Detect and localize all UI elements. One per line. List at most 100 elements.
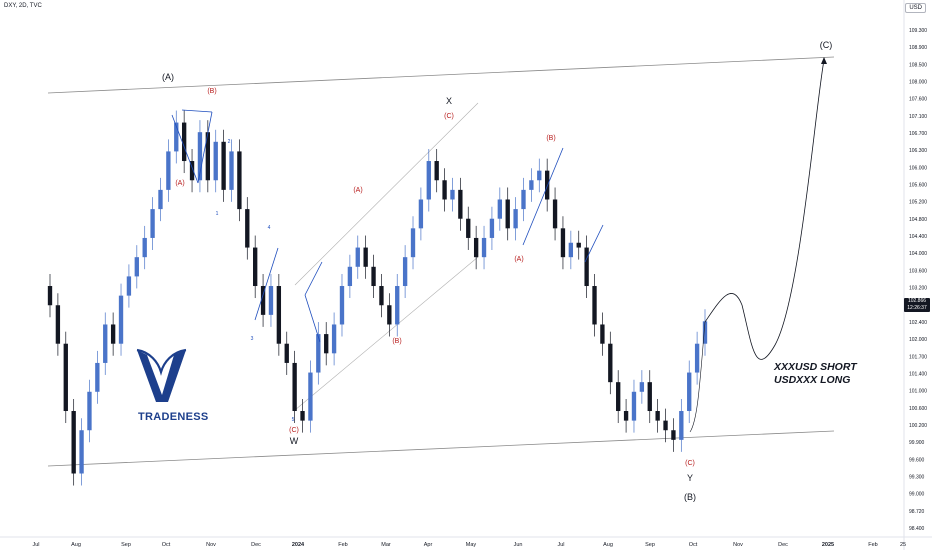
- candle-body: [347, 266, 353, 287]
- x-tick-label: Jun: [514, 542, 523, 548]
- candle-body: [126, 276, 132, 296]
- y-tick-label: 100.200: [909, 423, 927, 429]
- current-price-tag: 102.866 12:26:37: [904, 298, 930, 312]
- y-tick-label: 108.000: [909, 80, 927, 86]
- candle-body: [276, 286, 282, 344]
- candle-body: [410, 228, 416, 258]
- wave-label: (B): [684, 492, 696, 502]
- wave-label: (A): [353, 187, 362, 194]
- y-tick-label: 98.400: [909, 526, 925, 532]
- wave-line: [254, 247, 279, 321]
- candle-body: [47, 286, 53, 306]
- candle-body: [442, 180, 447, 200]
- y-tick-label: 103.200: [909, 286, 927, 292]
- candle-body: [631, 391, 637, 421]
- x-tick-label: Oct: [689, 542, 698, 548]
- y-tick-label: 103.600: [909, 268, 927, 274]
- wave-line: [584, 224, 604, 263]
- candle-body: [552, 199, 558, 229]
- y-tick-label: 106.000: [909, 165, 927, 171]
- candle-body: [363, 247, 368, 267]
- logo-mark: [136, 348, 187, 402]
- candle-body: [237, 151, 242, 210]
- candle-body: [560, 228, 566, 258]
- candle-body: [308, 372, 313, 421]
- candle-body: [497, 199, 502, 219]
- x-tick-label: 2024: [292, 542, 305, 548]
- inner-channel-lower: [294, 256, 479, 411]
- x-tick-label: 2025: [822, 542, 834, 548]
- candle-body: [253, 247, 258, 287]
- x-tick-label: Feb: [868, 542, 877, 548]
- projection-arrowhead: [821, 57, 827, 64]
- candle-body: [87, 391, 92, 431]
- candle-body: [505, 199, 510, 229]
- x-tick-label: Dec: [778, 542, 788, 548]
- x-tick-label: May: [466, 542, 477, 548]
- candle-body: [95, 362, 100, 392]
- candle-body: [600, 324, 605, 344]
- candle-body: [608, 343, 613, 383]
- candle-body: [71, 411, 76, 474]
- candle-body: [197, 132, 203, 181]
- candle-body: [292, 362, 297, 412]
- y-tick-label: 106.300: [909, 148, 927, 154]
- candle-body: [434, 161, 439, 181]
- wave-label: 1: [216, 211, 219, 217]
- candle-body: [63, 343, 68, 412]
- wave-label: 2: [228, 139, 231, 145]
- y-tick-label: 99.900: [909, 440, 925, 446]
- projection-lead: [689, 321, 706, 433]
- wave-line: [181, 109, 213, 113]
- candle-body: [450, 189, 455, 200]
- wave-line: [522, 147, 564, 246]
- candle-body: [150, 209, 155, 238]
- currency-badge[interactable]: USD: [905, 3, 926, 13]
- x-tick-label: Feb: [338, 542, 347, 548]
- y-tick-label: 108.500: [909, 62, 927, 68]
- x-tick-label: 25: [900, 542, 906, 548]
- candle-body: [205, 132, 211, 181]
- inner-channel-upper: [294, 102, 479, 286]
- candle-body: [355, 247, 360, 267]
- wave-label: (C): [820, 40, 833, 50]
- wave-line: [304, 261, 323, 296]
- candle-body: [489, 218, 495, 238]
- candle-body: [189, 161, 195, 181]
- candle-body: [671, 430, 676, 440]
- candle-body: [213, 141, 218, 181]
- y-tick-label: 109.300: [909, 28, 927, 34]
- logo-horns: [136, 348, 187, 376]
- y-tick-label: 106.700: [909, 131, 927, 137]
- y-tick-label: 104.000: [909, 251, 927, 257]
- projection-path: [704, 59, 825, 360]
- candle-body: [458, 189, 463, 219]
- y-tick-label: 107.100: [909, 114, 927, 120]
- candle-body: [687, 372, 692, 412]
- y-tick-label: 105.200: [909, 200, 927, 206]
- candle-body: [529, 180, 534, 190]
- wave-label: 5: [292, 417, 295, 423]
- candle-body: [655, 411, 660, 421]
- candle-body: [426, 161, 431, 200]
- x-tick-label: Dec: [251, 542, 261, 548]
- candle-body: [647, 382, 652, 412]
- candle-body: [221, 141, 226, 190]
- candle-body: [616, 382, 621, 412]
- y-tick-label: 101.700: [909, 354, 927, 360]
- wave-label: (A): [175, 180, 184, 187]
- upper-channel-line: [47, 56, 835, 94]
- candle-body: [174, 122, 179, 152]
- wave-line: [304, 294, 321, 343]
- logo-v-shape: [137, 350, 186, 402]
- x-tick-label: Aug: [603, 542, 613, 548]
- wave-line: [171, 114, 199, 184]
- candle-body: [268, 286, 274, 315]
- candle-body: [481, 237, 487, 258]
- y-tick-label: 108.900: [909, 45, 927, 51]
- y-tick-label: 98.720: [909, 509, 925, 515]
- candle-body: [576, 242, 581, 248]
- candle-body: [473, 237, 479, 258]
- x-tick-label: Sep: [121, 542, 131, 548]
